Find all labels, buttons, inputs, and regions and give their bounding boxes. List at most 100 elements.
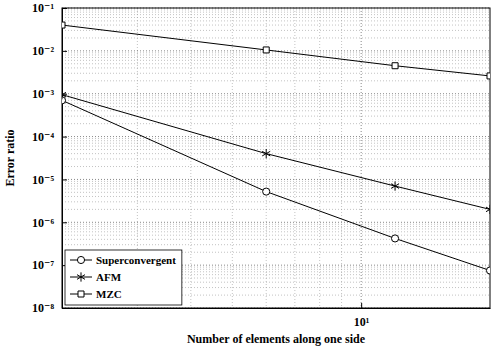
tick-label: 10⁻⁴ <box>32 130 54 144</box>
series-line <box>62 95 490 210</box>
y-axis-title: Error ratio <box>3 129 17 186</box>
tick-label: 10⁻² <box>32 44 54 58</box>
marker <box>486 267 490 274</box>
minor-grid-line <box>62 17 490 18</box>
axis-line <box>62 9 63 309</box>
tick-mark <box>62 8 67 9</box>
x-axis: 10¹ <box>63 303 491 329</box>
tick-label: 10¹ <box>354 315 370 329</box>
marker <box>263 188 270 195</box>
tick-mark <box>62 179 67 180</box>
grid-line <box>62 93 490 94</box>
series-line <box>62 25 490 76</box>
minor-grid-line <box>62 103 490 104</box>
minor-grid-line <box>62 95 490 96</box>
minor-grid-line <box>62 224 490 225</box>
grid <box>62 8 490 308</box>
plot-frame <box>62 8 490 308</box>
minor-grid-line <box>62 52 490 53</box>
marker <box>263 47 269 53</box>
minor-grid-line <box>62 196 490 197</box>
tick-mark <box>62 137 67 138</box>
minor-grid-line <box>62 67 490 68</box>
minor-grid-line <box>62 63 490 64</box>
tick-label: 10⁻⁵ <box>32 173 54 187</box>
marker <box>391 235 398 242</box>
minor-grid-line <box>62 146 490 147</box>
minor-grid-line <box>62 116 490 117</box>
legend-label: MZC <box>96 288 122 300</box>
marker <box>62 97 66 104</box>
chart: 10¹ 10⁻⁸ 10⁻⁷ 10⁻⁶ 10⁻⁵ 10⁻⁴ 10⁻³ 10⁻² 10⁻¹ Super… <box>0 0 500 351</box>
tick-mark <box>361 303 362 308</box>
series <box>62 90 490 214</box>
minor-grid-line <box>62 60 490 61</box>
minor-grid-line <box>62 188 490 189</box>
minor-grid-line <box>62 80 490 81</box>
tick-mark <box>62 222 67 223</box>
minor-grid-line <box>232 8 233 308</box>
legend: SuperconvergentAFMMZC <box>65 250 182 305</box>
marker <box>487 73 490 79</box>
minor-grid-line <box>62 181 490 182</box>
tick-label: 10⁻¹ <box>32 1 54 15</box>
grid-line <box>62 222 490 223</box>
minor-grid-line <box>62 123 490 124</box>
legend-label: Superconvergent <box>96 254 176 266</box>
tick-mark <box>62 308 67 309</box>
tick: 10⁻² <box>32 44 67 58</box>
tick: 10⁻⁵ <box>32 173 67 187</box>
x-axis-title: Number of elements along one side <box>187 332 366 346</box>
minor-grid-line <box>62 158 490 159</box>
tick-label: 10⁻³ <box>32 87 54 101</box>
background <box>0 0 500 351</box>
series-line <box>62 100 490 270</box>
minor-grid-line <box>62 235 490 236</box>
minor-grid-line <box>62 20 490 21</box>
series <box>62 22 490 79</box>
grid-line <box>62 136 490 137</box>
marker <box>62 90 66 99</box>
minor-grid-line <box>62 149 490 150</box>
minor-grid-line <box>62 12 490 13</box>
minor-grid-line <box>62 106 490 107</box>
minor-grid-line <box>62 73 490 74</box>
minor-grid-line <box>62 138 490 139</box>
minor-grid-line <box>62 9 490 10</box>
legend-box <box>65 250 182 305</box>
minor-grid-line <box>62 192 490 193</box>
y-axis: 10⁻⁸ 10⁻⁷ 10⁻⁶ 10⁻⁵ 10⁻⁴ 10⁻³ 10⁻² 10⁻¹ <box>32 1 67 315</box>
minor-grid-line <box>62 183 490 184</box>
minor-grid-line <box>62 209 490 210</box>
minor-grid-line <box>62 226 490 227</box>
minor-grid-line <box>62 25 490 26</box>
minor-grid-line <box>62 100 490 101</box>
tick: 10⁻⁴ <box>32 130 67 144</box>
tick: 10⁻⁶ <box>32 216 67 230</box>
minor-grid-line <box>62 143 490 144</box>
marker <box>62 22 65 28</box>
minor-grid-line <box>62 228 490 229</box>
minor-grid-line <box>62 231 490 232</box>
minor-grid-line <box>62 201 490 202</box>
legend-marker <box>78 291 84 297</box>
series-area <box>62 22 490 274</box>
marker <box>486 205 490 214</box>
marker <box>391 181 399 190</box>
minor-grid-line <box>62 57 490 58</box>
tick-mark <box>62 51 67 52</box>
minor-grid-line <box>62 166 490 167</box>
tick-label: 10⁻⁸ <box>32 301 54 315</box>
tick: 10⁻¹ <box>32 1 67 15</box>
axis-line <box>63 308 491 309</box>
minor-grid-line <box>62 97 490 98</box>
tick: 10⁻⁸ <box>32 301 67 315</box>
minor-grid-line <box>62 244 490 245</box>
tick-label: 10⁻⁶ <box>32 216 54 230</box>
tick: 10⁻⁷ <box>32 258 67 272</box>
plot: 10¹ 10⁻⁸ 10⁻⁷ 10⁻⁶ 10⁻⁵ 10⁻⁴ 10⁻³ 10⁻² 10⁻¹ Super… <box>32 1 494 328</box>
minor-grid-line <box>62 30 490 31</box>
minor-grid-line <box>62 14 490 15</box>
minor-grid-line <box>62 37 490 38</box>
minor-grid-line <box>62 110 490 111</box>
